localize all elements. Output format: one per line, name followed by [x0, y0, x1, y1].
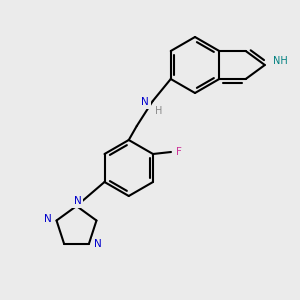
Text: N: N	[94, 239, 102, 249]
Text: H: H	[155, 106, 162, 116]
Text: N: N	[141, 97, 148, 107]
Text: NH: NH	[273, 56, 288, 66]
Text: N: N	[74, 196, 81, 206]
Text: N: N	[44, 214, 51, 224]
Text: F: F	[176, 147, 182, 157]
